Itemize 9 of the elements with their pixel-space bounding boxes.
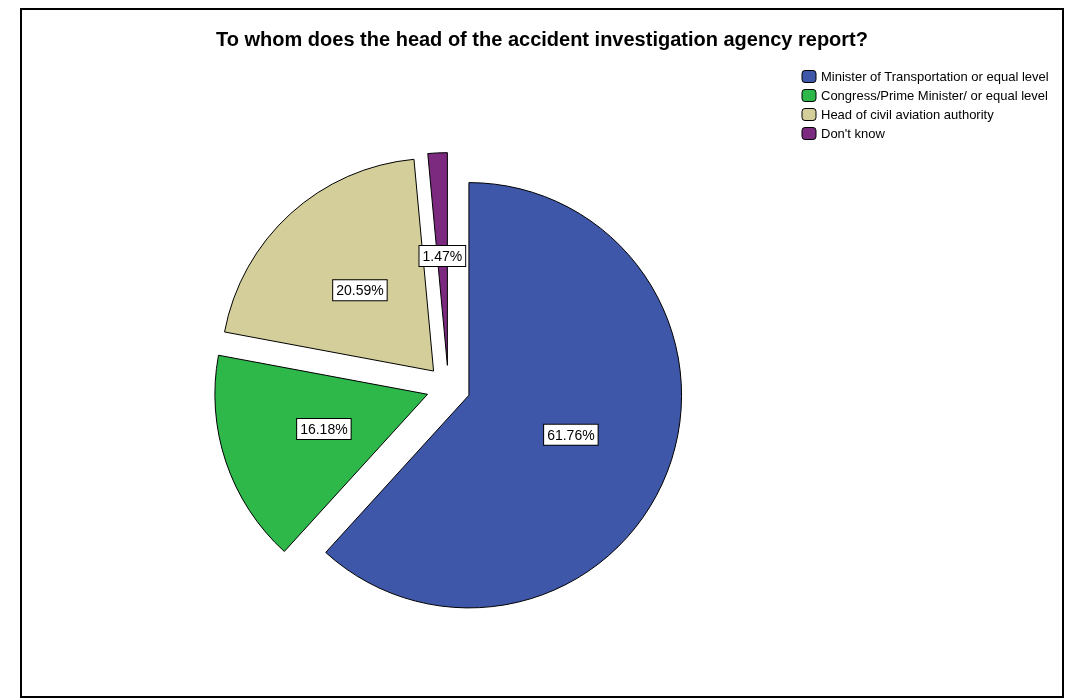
chart-title: To whom does the head of the accident investigation agency report? bbox=[216, 28, 868, 50]
legend-label: Head of civil aviation authority bbox=[821, 107, 995, 122]
legend-label: Don't know bbox=[821, 126, 886, 141]
data-label: 61.76% bbox=[547, 426, 595, 443]
legend-label: Minister of Transportation or equal level bbox=[821, 69, 1049, 84]
data-label: 20.59% bbox=[336, 282, 384, 299]
data-label: 16.18% bbox=[300, 421, 348, 438]
data-label: 1.47% bbox=[422, 248, 463, 265]
legend-label: Congress/Prime Minister/ or equal level bbox=[821, 88, 1048, 103]
